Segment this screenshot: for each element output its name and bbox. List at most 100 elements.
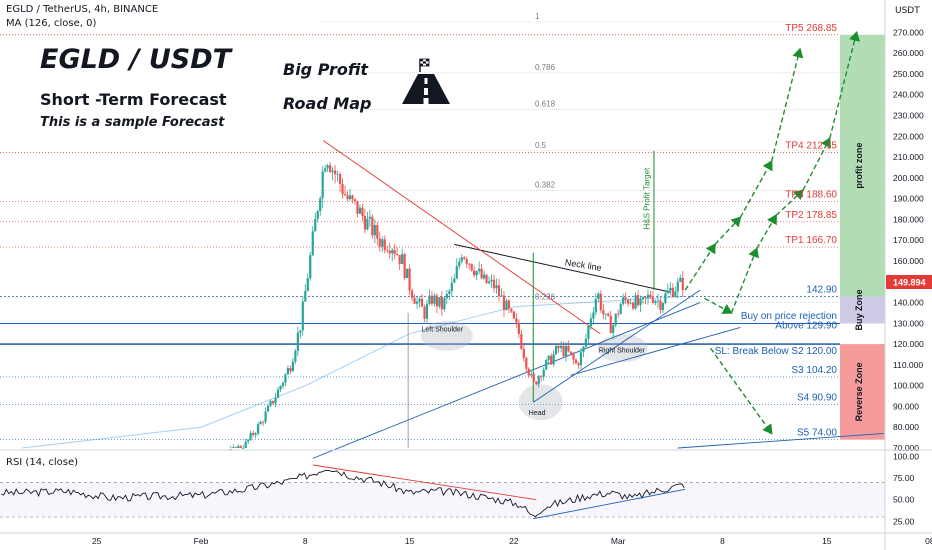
candle-body <box>363 216 366 230</box>
time-axis[interactable]: 25 Feb 8 15 22 Mar 8 15 08: <box>92 536 932 546</box>
candle-body <box>468 263 471 265</box>
price-axis[interactable]: 70.000 80.000 90.000 100.000 110.000 120.000 1… <box>886 27 932 453</box>
candle-body <box>535 381 538 385</box>
forecast-arrow <box>730 247 759 314</box>
candle-body <box>455 266 458 279</box>
candle-body <box>458 261 461 267</box>
candle-body <box>639 298 642 306</box>
time-tick-label: Mar <box>611 536 626 546</box>
rsi-line <box>1 469 685 518</box>
price-tick-label: 270.000 <box>893 27 924 37</box>
candle-body <box>336 174 339 175</box>
candle-body <box>617 313 620 315</box>
candle-body <box>460 257 463 262</box>
candle-body <box>291 361 294 372</box>
zone-label: profit zone <box>854 143 864 189</box>
candle-body <box>286 368 290 375</box>
candle-body <box>483 274 486 279</box>
price-tick-label: 70.000 <box>893 443 919 453</box>
candle-body <box>490 279 493 282</box>
forecast-arrow <box>829 31 860 139</box>
candle-body <box>527 368 530 376</box>
candle-body <box>537 376 540 385</box>
level-label: SL: Break Below S2 120.00 <box>715 346 838 357</box>
candle-body <box>403 254 406 279</box>
candle-body <box>321 171 324 199</box>
currency-label: USDT <box>895 6 920 16</box>
head-label: Head <box>529 410 546 417</box>
candle-body <box>448 291 451 294</box>
target-label: TP4 212.15 <box>785 141 837 152</box>
candle-body <box>343 194 347 196</box>
price-tick-label: 230.000 <box>893 111 924 121</box>
candle-body <box>331 170 334 172</box>
candle-body <box>512 311 515 319</box>
candle-body <box>641 296 645 299</box>
candle-body <box>443 298 446 310</box>
left-shoulder-ellipse <box>420 320 473 351</box>
candle-body <box>564 345 568 357</box>
sample-note: This is a sample Forecast <box>40 115 225 130</box>
zone-band <box>840 296 885 324</box>
candle-body <box>356 200 359 214</box>
candle-body <box>636 295 640 306</box>
candle-body <box>666 290 669 294</box>
candle-body <box>311 231 314 256</box>
candle-body <box>664 293 667 304</box>
fib-label: 0.382 <box>535 180 556 189</box>
candle-body <box>478 268 481 272</box>
candle-body <box>373 225 376 236</box>
candle-body <box>338 174 342 184</box>
candle-body <box>525 357 528 369</box>
candle-body <box>425 303 429 319</box>
price-tick-label: 120.000 <box>893 339 924 349</box>
candle-body <box>540 376 543 378</box>
candle-body <box>351 195 354 200</box>
fib-label: 0.236 <box>535 293 556 302</box>
candle-body <box>326 165 329 169</box>
candle-body <box>507 300 511 309</box>
forecast-arrow <box>714 216 742 245</box>
candle-body <box>681 277 684 291</box>
ma-header: MA (126, close, 0) <box>6 18 97 29</box>
candle-body <box>480 268 483 279</box>
level-label: Above 129.90 <box>775 321 837 332</box>
hs-target-label: H&S Profit Target <box>642 167 651 229</box>
candle-body <box>279 386 282 390</box>
candle-body <box>296 332 299 351</box>
forecast-arrow <box>739 160 773 218</box>
candle-body <box>592 312 595 319</box>
rsi-descending-line <box>312 464 537 501</box>
candle-body <box>629 302 632 304</box>
candle-body <box>676 281 679 292</box>
candle-body <box>495 285 498 289</box>
candle-body <box>515 318 518 323</box>
price-tick-label: 260.000 <box>893 48 924 58</box>
candle-body <box>401 254 404 264</box>
candle-body <box>649 294 652 298</box>
target-label: TP2 178.85 <box>785 210 837 221</box>
price-tick-label: 210.000 <box>893 152 924 162</box>
candle-body <box>661 303 664 310</box>
candle-body <box>398 255 401 264</box>
candle-body <box>602 310 605 315</box>
rising-trendline-long <box>312 302 701 459</box>
zone-bands: profit zone Buy Zone Reverse Zone <box>840 34 885 440</box>
candle-body <box>418 298 421 302</box>
rising-trendline-mid <box>570 327 741 376</box>
price-levels <box>0 34 840 441</box>
candle-body <box>378 238 381 247</box>
candle-body <box>627 299 630 304</box>
candle-body <box>520 333 523 349</box>
neck-line <box>454 243 671 293</box>
rsi-header: RSI (14, close) <box>6 457 79 468</box>
candle-body <box>475 271 478 276</box>
candle-body <box>505 300 508 311</box>
candle-body <box>309 255 312 279</box>
reversal-arrow <box>710 347 773 435</box>
candle-body <box>604 313 607 315</box>
price-tick-label: 130.000 <box>893 318 924 328</box>
candle-body <box>674 291 677 297</box>
time-tick-label: 8 <box>720 536 725 546</box>
